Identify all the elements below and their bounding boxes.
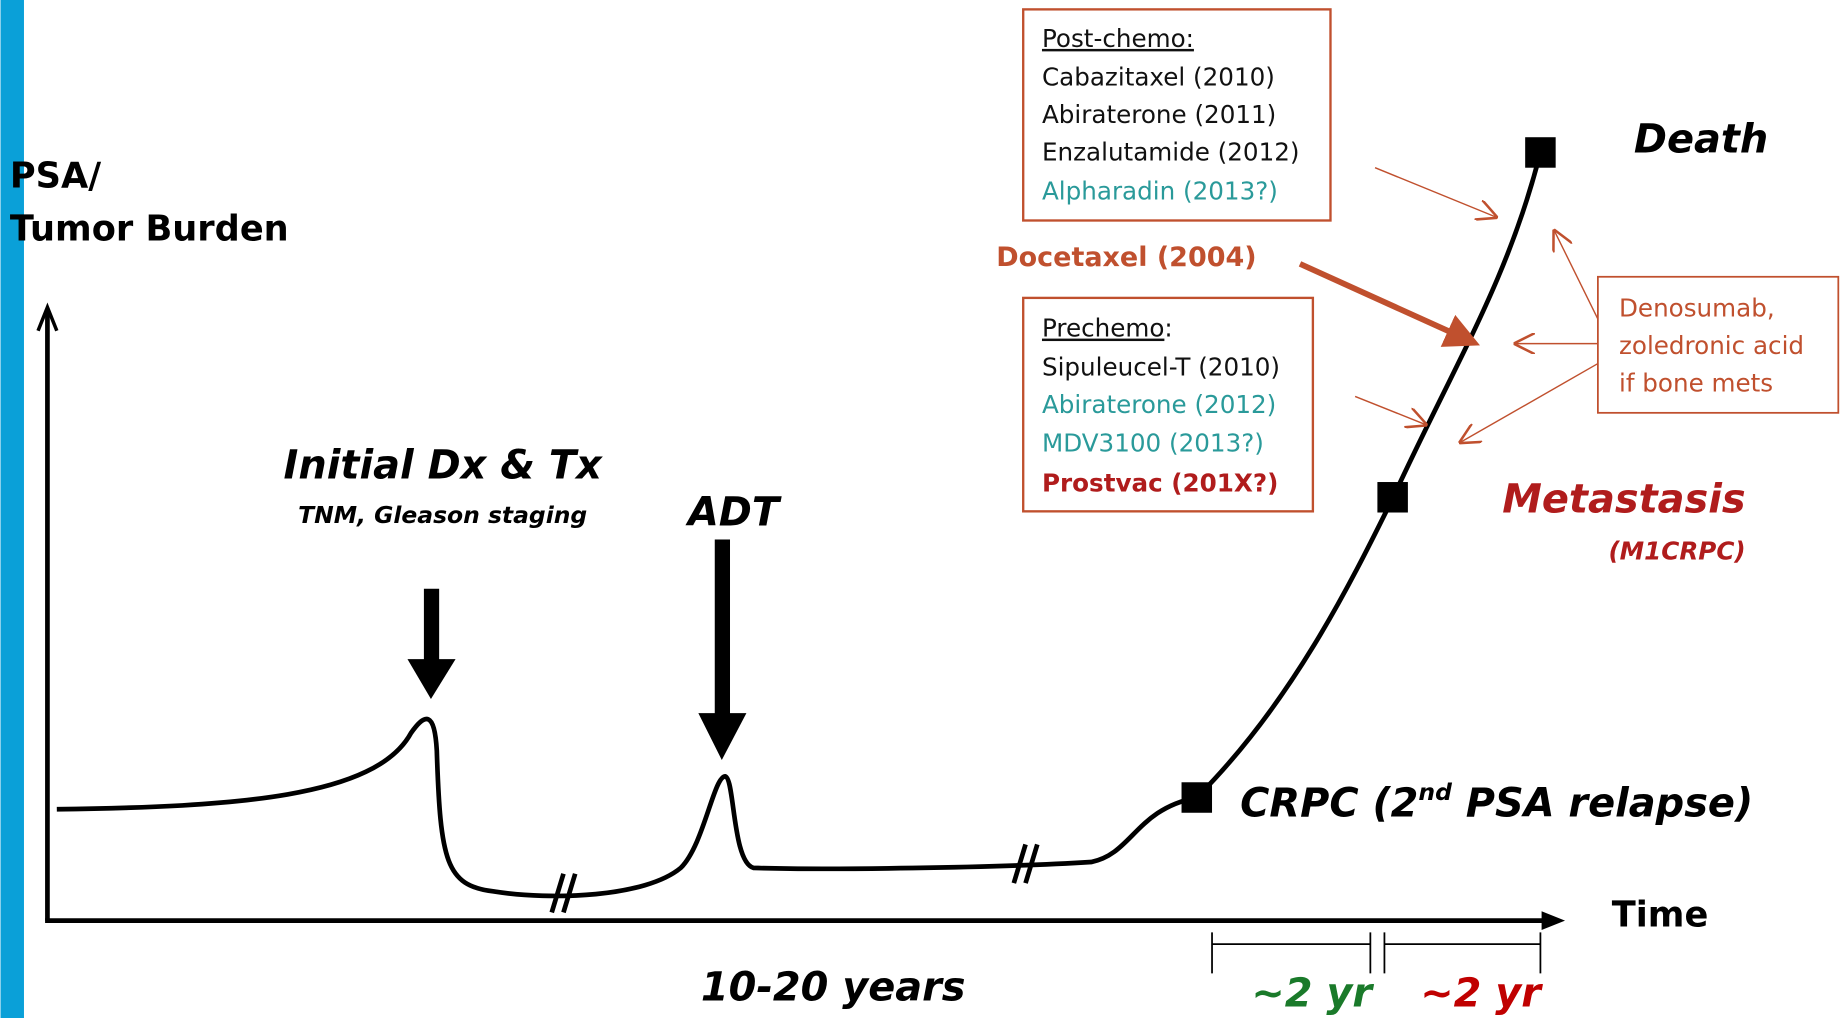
superscript: nd <box>1418 778 1452 806</box>
heading-colon: : <box>1164 314 1172 343</box>
bone-drug: Denosumab, <box>1619 294 1775 323</box>
event-subtitle: (M1CRPC) <box>1608 536 1745 565</box>
arrow-head <box>698 713 747 760</box>
box-heading: Prechemo: <box>1042 314 1173 343</box>
bone-box <box>1597 275 1840 414</box>
drug: Enzalutamide (2012) <box>1042 138 1300 167</box>
duration: ~2 yr <box>1420 970 1543 1016</box>
axis-break <box>1011 843 1040 884</box>
arrow-head <box>407 659 456 699</box>
arrow-shaft <box>714 539 731 716</box>
drug: Alpharadin (2013?) <box>1042 176 1278 205</box>
x-label: Time <box>1612 895 1709 936</box>
pointer <box>1374 167 1496 217</box>
side-bar <box>0 0 24 1018</box>
event-title: Metastasis <box>1502 477 1745 523</box>
y-label: Tumor Burden <box>10 208 289 249</box>
drug: Abiraterone (2012) <box>1042 390 1276 419</box>
y-label: PSA/ <box>10 156 101 197</box>
bone-drug: if bone mets <box>1619 369 1773 398</box>
milestone <box>1181 782 1213 813</box>
pointer <box>1554 231 1599 320</box>
event-subtitle: TNM, Gleason staging <box>298 501 587 529</box>
pointer <box>1461 362 1599 443</box>
drug: Cabazitaxel (2010) <box>1042 63 1275 92</box>
drug: Prostvac (201X?) <box>1042 468 1278 497</box>
post-chemo-box <box>1022 8 1332 222</box>
pointer <box>1354 395 1425 424</box>
drug: MDV3100 (2013?) <box>1042 429 1264 458</box>
duration: ~2 yr <box>1251 970 1374 1016</box>
event-title: CRPC (2nd PSA relapse) <box>1240 778 1753 826</box>
event-title: Death <box>1634 116 1768 162</box>
prechemo-box <box>1022 296 1315 513</box>
duration: 10-20 years <box>701 964 966 1010</box>
heading-text: Prechemo <box>1042 314 1164 343</box>
text-part: CRPC (2 <box>1240 780 1418 826</box>
tumor-curve <box>56 151 1543 899</box>
docetaxel: Docetaxel (2004) <box>996 242 1256 273</box>
drug: Sipuleucel-T (2010) <box>1042 352 1280 381</box>
box-heading: Post-chemo: <box>1042 24 1194 53</box>
text-part: PSA relapse) <box>1452 780 1753 826</box>
milestone <box>1525 137 1556 168</box>
event-title: ADT <box>685 489 782 535</box>
y-axis-head <box>36 302 59 332</box>
bone-drug: zoledronic acid <box>1619 331 1804 360</box>
pointer <box>1298 261 1480 347</box>
axis-break <box>549 873 578 914</box>
event-title: Initial Dx & Tx <box>284 443 604 489</box>
arrow-shaft <box>423 588 440 662</box>
duration-bracket <box>1211 932 1542 974</box>
drug: Abiraterone (2011) <box>1042 100 1276 129</box>
milestone <box>1377 482 1408 513</box>
x-axis-head <box>1541 911 1566 931</box>
